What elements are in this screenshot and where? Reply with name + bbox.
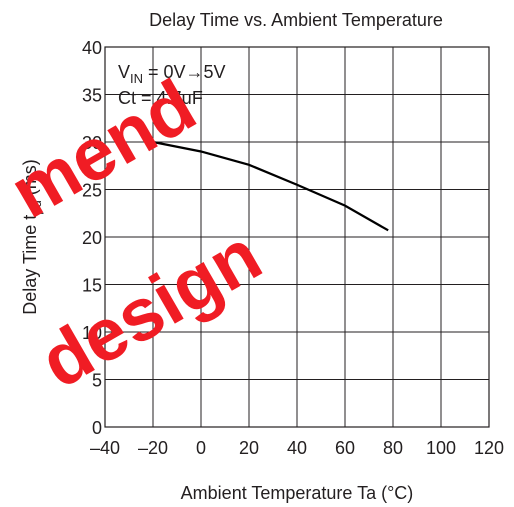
- annotation: Ct = 4.7μF: [118, 88, 203, 108]
- y-label-sub: pd: [29, 200, 44, 214]
- watermark: design: [27, 213, 275, 404]
- y-label-part: (ms): [20, 159, 40, 200]
- y-tick-label: 5: [92, 371, 102, 391]
- annotation: VIN = 0V→5V: [118, 62, 226, 86]
- chart-title: Delay Time vs. Ambient Temperature: [149, 10, 443, 30]
- annotation-sub: IN: [130, 71, 143, 86]
- annotation-part: V: [118, 62, 130, 82]
- y-tick-label: 0: [92, 418, 102, 438]
- y-tick-label: 30: [82, 133, 102, 153]
- y-label-part: Delay Time t: [20, 215, 40, 315]
- x-tick-label: 40: [287, 438, 307, 458]
- y-tick-label: 10: [82, 323, 102, 343]
- x-tick-label: –40: [90, 438, 120, 458]
- x-tick-label: 20: [239, 438, 259, 458]
- data-line: [152, 140, 389, 232]
- x-tick-label: 80: [383, 438, 403, 458]
- x-tick-label: –20: [138, 438, 168, 458]
- x-axis-label: Ambient Temperature Ta (°C): [181, 483, 414, 503]
- x-tick-label: 60: [335, 438, 355, 458]
- y-tick-label: 35: [82, 86, 102, 106]
- x-tick-label: 0: [196, 438, 206, 458]
- y-axis-label: Delay Time tpd (ms): [20, 159, 44, 314]
- y-tick-label: 15: [82, 276, 102, 296]
- x-tick-label: 100: [426, 438, 456, 458]
- annotation-part: = 0V→5V: [143, 62, 226, 82]
- y-tick-label: 20: [82, 228, 102, 248]
- plot-area: 0 5 10 15 20 25 30 35 40 –40 –20 0 20 40 60 80 100 120: [82, 38, 504, 458]
- y-tick-label: 40: [82, 38, 102, 58]
- x-tick-label: 120: [474, 438, 504, 458]
- y-tick-label: 25: [82, 181, 102, 201]
- plot-frame: [104, 46, 490, 428]
